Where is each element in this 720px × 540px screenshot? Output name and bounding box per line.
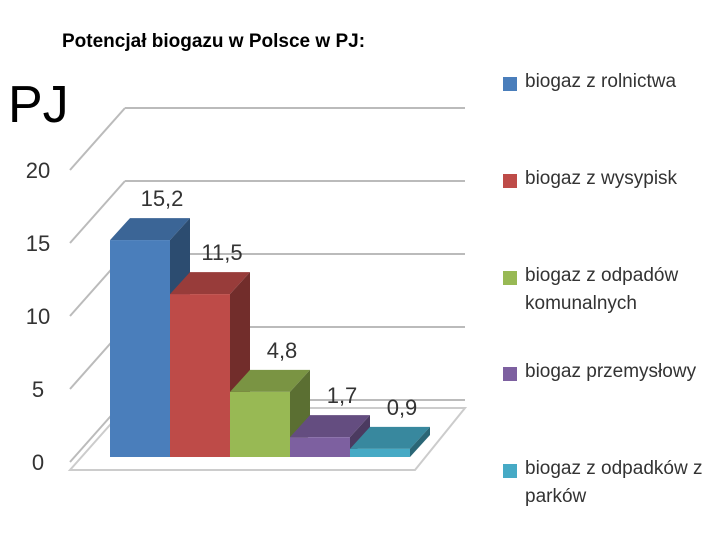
bar-top (110, 218, 190, 241)
y-tick-label: 5 (32, 377, 44, 402)
bar-side (410, 426, 430, 457)
legend-label: biogaz z wysypisk (525, 168, 678, 189)
legend-label: biogaz przemysłowy (525, 361, 697, 382)
value-label: 0,9 (387, 395, 418, 420)
bar (170, 294, 230, 457)
value-label: 11,5 (201, 240, 242, 265)
bar (110, 240, 170, 457)
legend-label: biogaz z odpadów komunalnych (525, 265, 679, 314)
value-label: 15,2 (141, 186, 184, 211)
grid-line (69, 107, 126, 171)
y-tick-label: 10 (26, 304, 50, 329)
y-axis-label: PJ (8, 76, 69, 134)
bar-top (230, 369, 310, 392)
value-label: 1,7 (327, 383, 358, 408)
grid-line (69, 180, 126, 244)
bar-top (170, 272, 250, 295)
bar-top (290, 415, 370, 438)
bar (350, 448, 410, 457)
bar-top (350, 426, 430, 449)
legend-swatch (503, 367, 517, 381)
legend-swatch (503, 174, 517, 188)
value-label: 4,8 (267, 338, 298, 363)
legend-swatch (503, 464, 517, 478)
y-tick-label: 0 (32, 450, 44, 475)
legend-swatch (503, 271, 517, 285)
chart-title: Potencjał biogazu w Polsce w PJ: (62, 31, 366, 52)
legend-swatch (503, 77, 517, 91)
legend-label: biogaz z rolnictwa (525, 71, 677, 92)
bar (290, 437, 350, 457)
y-tick-label: 20 (26, 158, 50, 183)
legend-label: biogaz z odpadków z parków (525, 458, 703, 507)
y-tick-label: 15 (26, 231, 50, 256)
bar (230, 391, 290, 457)
